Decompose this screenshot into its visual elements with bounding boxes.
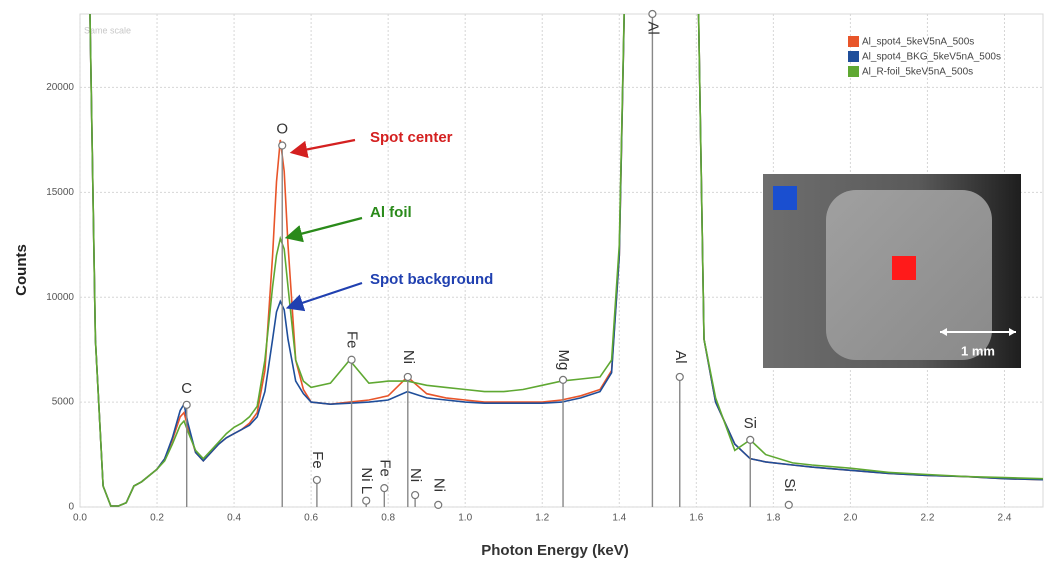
y-tick-label: 5000 — [52, 397, 75, 408]
annotation-arrow — [285, 281, 363, 312]
peak-label: Si — [744, 415, 757, 432]
legend-label: Al_spot4_BKG_5keV5nA_500s — [862, 52, 1001, 63]
peak-dot — [347, 355, 356, 364]
peak-dot — [558, 375, 568, 384]
peak-label: Al — [644, 21, 661, 34]
series-group — [89, 14, 1043, 507]
peak-label: Fe — [309, 451, 326, 469]
series-line — [89, 14, 1043, 507]
peak-dot — [675, 372, 684, 382]
x-tick-label: 2.0 — [843, 513, 857, 524]
legend-swatch — [848, 36, 859, 47]
peak-dot — [403, 372, 412, 382]
y-tick-label: 0 — [68, 502, 74, 513]
inset-scale-label: 1 mm — [961, 343, 995, 358]
x-tick-label: 0.4 — [227, 513, 241, 524]
x-tick-label: 1.6 — [689, 513, 703, 524]
peak-dot — [411, 490, 420, 500]
peak-dot — [312, 475, 321, 485]
x-tick-label: 2.2 — [920, 513, 934, 524]
annotation-arrow — [284, 216, 363, 243]
peak-label: Ni — [400, 350, 417, 364]
x-tick-label: 1.4 — [612, 513, 626, 524]
x-tick-label: 0.8 — [381, 513, 395, 524]
annotations: Spot center Al foil Spot background — [284, 129, 493, 312]
peak-dot — [362, 496, 371, 505]
legend-swatch — [848, 66, 859, 77]
annotation-text: Al foil — [370, 204, 412, 221]
x-tick-label: 0.2 — [150, 513, 164, 524]
peak-label: Ni — [407, 468, 424, 482]
y-axis-title: Counts — [13, 244, 30, 296]
series-line — [89, 14, 1043, 507]
peak-label: Si — [781, 478, 798, 491]
peak-label: Fe — [344, 331, 361, 349]
x-tick-label: 1.8 — [766, 513, 780, 524]
annotation-arrow — [289, 138, 356, 159]
peak-dot — [784, 500, 793, 510]
peak-label: Ni L — [358, 467, 375, 494]
note-text: Same scale — [84, 25, 131, 35]
x-tick-label: 2.4 — [998, 513, 1012, 524]
x-tick-label: 1.0 — [458, 513, 472, 524]
peak-dot — [746, 435, 755, 444]
peak-label: C — [181, 380, 192, 397]
y-tick-label: 10000 — [46, 292, 74, 303]
x-tick-label: 0.0 — [73, 513, 87, 524]
inset-image: 1 mm — [763, 174, 1021, 368]
peak-label: Al — [672, 350, 689, 363]
annotation-text: Spot center — [370, 129, 453, 146]
y-tick-label: 15000 — [46, 187, 74, 198]
x-tick-label: 0.6 — [304, 513, 318, 524]
x-tick-label: 1.2 — [535, 513, 549, 524]
y-tick-label: 20000 — [46, 82, 74, 93]
peak-dot — [648, 9, 657, 19]
peak-label: Fe — [376, 459, 393, 477]
legend-label: Al_spot4_5keV5nA_500s — [862, 37, 974, 48]
peak-dot — [278, 141, 287, 150]
legend: Al_spot4_5keV5nA_500s Al_spot4_BKG_5keV5n… — [848, 36, 1001, 78]
legend-label: Al_R-foil_5keV5nA_500s — [862, 67, 973, 78]
annotation-text: Spot background — [370, 271, 493, 288]
peak-dot — [434, 500, 443, 510]
x-axis-title: Photon Energy (keV) — [481, 542, 629, 559]
inset-blue-square — [773, 186, 797, 210]
peak-label: Ni — [430, 478, 447, 492]
peak-dot — [380, 484, 389, 493]
peak-label: Mg — [555, 349, 572, 370]
legend-swatch — [848, 51, 859, 62]
inset-red-square — [892, 256, 916, 280]
peak-dot — [182, 400, 191, 409]
peak-label: O — [276, 121, 288, 138]
